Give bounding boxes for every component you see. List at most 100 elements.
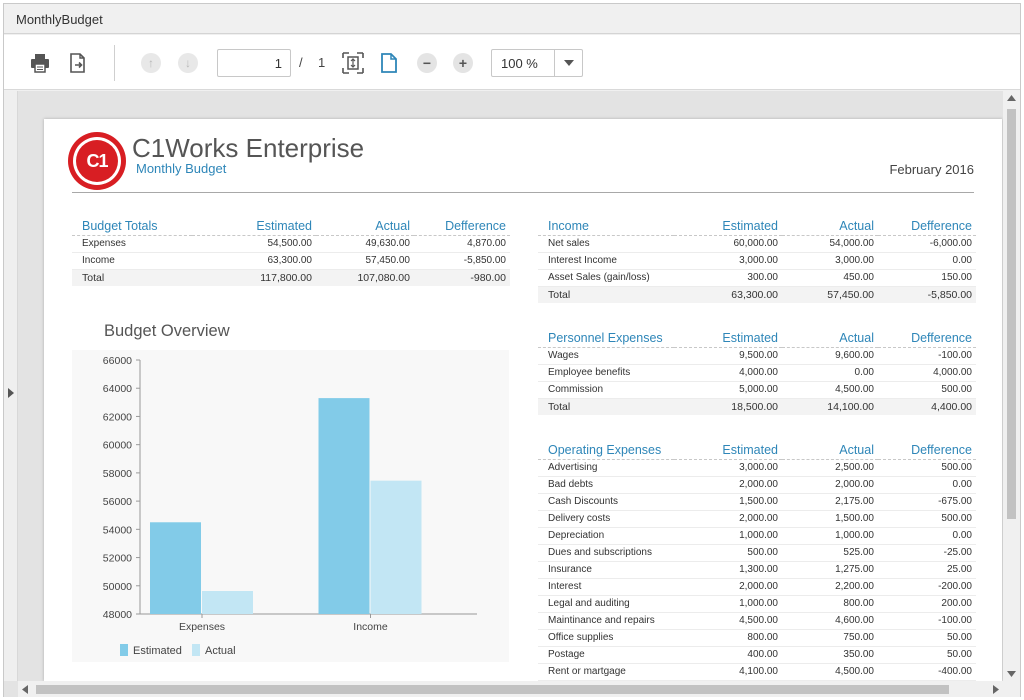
table-cell: -100.00: [878, 347, 976, 365]
scroll-left-icon[interactable]: [22, 685, 28, 694]
table-title: Operating Expenses: [538, 441, 674, 460]
column-header: Defference: [878, 329, 976, 348]
table-cell: Expenses: [72, 235, 192, 253]
table-cell: Asset Sales (gain/loss): [538, 269, 674, 287]
table-cell: 0.00: [878, 476, 976, 494]
company-logo: C1: [68, 132, 126, 190]
table-cell: 500.00: [878, 510, 976, 528]
table-cell: 50.00: [878, 646, 976, 664]
table-cell: Bad debts: [538, 476, 674, 494]
previous-page-icon[interactable]: ↑: [141, 53, 161, 73]
page-number-input[interactable]: 1: [217, 49, 291, 77]
table-cell: 3,000.00: [674, 252, 782, 270]
y-tick-label: 56000: [103, 496, 132, 508]
bar: [370, 480, 422, 614]
budget-overview-chart: 48000 50000 52000 54000 56000 58000 60000 62000…: [72, 350, 509, 662]
report-page: C1 C1Works Enterprise Monthly Budget Feb…: [44, 119, 1002, 681]
legend-label: Actual: [205, 645, 236, 657]
table-cell: 2,200.00: [782, 578, 878, 596]
table-cell: 54,500.00: [192, 235, 316, 253]
table-cell: -5,850.00: [414, 252, 510, 270]
horizontal-scroll-thumb[interactable]: [36, 685, 949, 694]
table-cell: 500.00: [878, 381, 976, 399]
toolbar: ↑ ↓ 1 / 1 − + 100 %: [4, 35, 1020, 90]
table-cell: 400.00: [674, 646, 782, 664]
fit-page-icon[interactable]: [341, 51, 365, 75]
table-cell: 9,600.00: [782, 347, 878, 365]
table-cell: 63,300.00: [192, 252, 316, 270]
vertical-scroll-thumb[interactable]: [1007, 109, 1016, 519]
table-cell: 800.00: [782, 595, 878, 613]
table-cell: Wages: [538, 347, 674, 365]
scroll-up-icon[interactable]: [1007, 95, 1016, 101]
table-cell: 1,000.00: [674, 595, 782, 613]
expand-sidebar-icon[interactable]: [7, 388, 15, 398]
table-row: Delivery costs 2,000.00 1,500.00 500.00: [538, 510, 976, 528]
scroll-down-icon[interactable]: [1007, 671, 1016, 677]
next-page-icon[interactable]: ↓: [178, 53, 198, 73]
table-cell: 800.00: [674, 629, 782, 647]
total-row: Total 18,500.00 14,100.00 4,400.00: [538, 398, 976, 415]
y-tick-label: 52000: [103, 553, 132, 565]
table-cell: 450.00: [782, 269, 878, 287]
table-row: Income 63,300.00 57,450.00 -5,850.00: [72, 252, 510, 270]
single-page-view-icon[interactable]: [377, 51, 401, 75]
toolbar-separator: [114, 45, 115, 81]
income-table: Income Estimated Actual Defference Net sales…: [538, 217, 976, 303]
chevron-down-icon[interactable]: [554, 50, 582, 76]
y-tick-label: 60000: [103, 440, 132, 452]
y-tick-label: 62000: [103, 411, 132, 423]
scroll-right-icon[interactable]: [993, 685, 999, 694]
legend-swatch: [120, 644, 128, 656]
company-name: C1Works Enterprise: [132, 133, 365, 163]
table-cell: 0.00: [782, 364, 878, 382]
bar: [150, 522, 201, 614]
table-title: Personnel Expenses: [538, 329, 674, 348]
table-cell: Insurance: [538, 561, 674, 579]
table-row: Asset Sales (gain/loss) 300.00 450.00 150.0…: [538, 269, 976, 287]
table-cell: 2,000.00: [782, 476, 878, 494]
legend-swatch: [192, 644, 200, 656]
table-cell: 4,500.00: [782, 381, 878, 399]
table-cell: 57,450.00: [316, 252, 414, 270]
table-cell: 2,000.00: [674, 510, 782, 528]
table-row: Legal and auditing 1,000.00 800.00 200.00: [538, 595, 976, 613]
column-header: Actual: [782, 441, 878, 460]
header-divider: [72, 192, 974, 193]
table-cell: 0.00: [878, 252, 976, 270]
table-cell: 4,870.00: [414, 235, 510, 253]
print-icon[interactable]: [28, 51, 52, 75]
zoom-out-icon[interactable]: −: [417, 53, 437, 73]
table-row: Employee benefits 4,000.00 0.00 4,000.00: [538, 364, 976, 382]
x-tick-label: Expenses: [179, 621, 225, 633]
y-tick-label: 50000: [103, 581, 132, 593]
column-header: Estimated: [192, 217, 316, 236]
table-cell: -6,000.00: [878, 235, 976, 253]
table-title: Budget Totals: [72, 217, 192, 236]
x-tick-label: Income: [353, 621, 388, 633]
table-cell: -400.00: [878, 663, 976, 681]
sidebar-toggle-strip[interactable]: [4, 91, 18, 681]
table-cell: 500.00: [878, 459, 976, 477]
column-header: Defference: [414, 217, 510, 236]
table-cell: 4,000.00: [674, 364, 782, 382]
budget-totals-table: Budget Totals Estimated Actual Defference Ex…: [72, 217, 510, 286]
table-cell: 50.00: [878, 629, 976, 647]
vertical-scrollbar[interactable]: [1003, 91, 1020, 681]
total-cell: Total: [538, 398, 674, 415]
zoom-select[interactable]: 100 %: [491, 49, 583, 77]
total-cell: 117,800.00: [192, 269, 316, 286]
zoom-in-icon[interactable]: +: [453, 53, 473, 73]
table-cell: Office supplies: [538, 629, 674, 647]
table-cell: 750.00: [782, 629, 878, 647]
export-icon[interactable]: [66, 51, 90, 75]
bar: [318, 398, 370, 614]
table-cell: 3,000.00: [782, 252, 878, 270]
table-cell: Commission: [538, 381, 674, 399]
operating-expenses-table: Operating Expenses Estimated Actual Deffere…: [538, 441, 976, 681]
table-cell: Interest: [538, 578, 674, 596]
y-tick-label: 54000: [103, 524, 132, 536]
table-cell: Maintinance and repairs: [538, 612, 674, 630]
horizontal-scrollbar[interactable]: [18, 681, 1003, 697]
table-cell: 2,175.00: [782, 493, 878, 511]
